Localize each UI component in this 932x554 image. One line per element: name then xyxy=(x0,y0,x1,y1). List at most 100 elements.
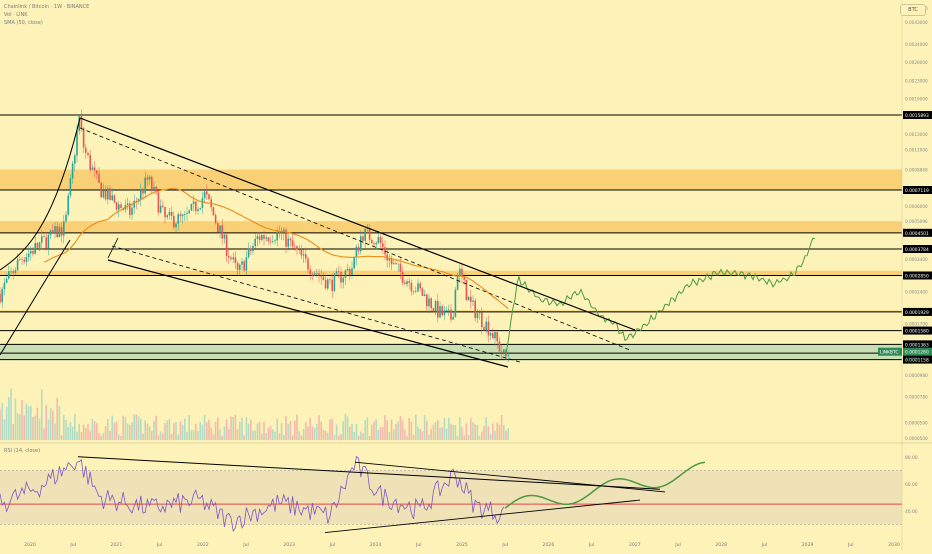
candle-body xyxy=(120,204,122,209)
candle-body xyxy=(327,279,329,289)
price-tag-bg-10 xyxy=(903,186,932,195)
volume-bar xyxy=(478,435,481,440)
candle-body xyxy=(415,291,417,292)
candle-body xyxy=(467,296,470,301)
candle-body xyxy=(342,277,344,283)
trendline-support xyxy=(0,239,71,356)
candle-body xyxy=(472,300,474,302)
volume-bar xyxy=(118,434,120,440)
volume-bar xyxy=(80,431,83,440)
x-tick-label-12: 2026 xyxy=(543,542,555,548)
candle-body xyxy=(52,230,54,233)
x-tick-label-1: Jul xyxy=(69,542,76,548)
candle-body xyxy=(441,306,443,316)
candle-body xyxy=(175,223,177,228)
volume-bar xyxy=(505,430,507,440)
candle-body xyxy=(256,236,259,239)
volume-bar xyxy=(324,430,327,440)
volume-bar xyxy=(278,433,281,440)
candle-body xyxy=(397,263,399,265)
rsi-band xyxy=(0,470,902,525)
candle-body xyxy=(430,298,432,309)
volume-bar xyxy=(78,423,80,440)
candle-body xyxy=(399,263,402,272)
volume-bar xyxy=(223,426,226,440)
candle-body xyxy=(65,214,67,222)
candle-body xyxy=(206,191,208,195)
y-tick-label-7: 0.0013000 xyxy=(905,132,928,137)
candle-body xyxy=(395,263,397,265)
candle-body xyxy=(181,214,184,217)
volume-bar xyxy=(309,417,311,440)
candle-body xyxy=(236,262,239,270)
trendline-short xyxy=(107,237,119,259)
candle-body xyxy=(157,192,160,213)
volume-bar xyxy=(148,426,151,440)
volume-bar xyxy=(406,435,408,440)
volume-bar xyxy=(296,414,298,440)
x-tick-label-0: 2020 xyxy=(24,542,36,548)
volume-bar xyxy=(463,435,465,440)
candle-body xyxy=(250,248,252,252)
candle-body xyxy=(69,178,72,196)
volume-bar xyxy=(507,428,509,440)
x-tick-label-15: Jul xyxy=(674,542,681,548)
currency-badge[interactable]: BTC xyxy=(900,4,926,16)
rsi-tick-label-2: 40.00 xyxy=(905,509,918,515)
y-tick-label-25: 0.0000980 xyxy=(905,373,928,378)
candle-body xyxy=(302,254,305,256)
volume-bar xyxy=(170,433,173,440)
candle-body xyxy=(461,268,463,277)
volume-bar xyxy=(65,419,67,440)
volume-bar xyxy=(52,410,54,440)
volume-bar xyxy=(448,417,450,440)
volume-bar xyxy=(241,417,243,440)
candle-body xyxy=(276,231,278,241)
volume-bar xyxy=(69,422,72,440)
volume-bar xyxy=(410,422,413,440)
volume-bar xyxy=(67,427,69,440)
candle-body xyxy=(129,203,131,215)
volume-bar xyxy=(239,421,241,440)
candle-body xyxy=(67,195,69,215)
volume-bar xyxy=(30,406,32,440)
volume-bar xyxy=(289,420,292,440)
candle-body xyxy=(322,276,325,280)
y-tick-label-26: 0.0000780 xyxy=(905,394,928,399)
candle-body xyxy=(404,282,406,285)
x-tick-label-8: 2024 xyxy=(370,542,382,548)
volume-bar xyxy=(421,431,424,440)
volume-bar xyxy=(175,422,177,440)
candle-body xyxy=(190,203,193,211)
volume-bars xyxy=(0,388,509,440)
volume-bar xyxy=(34,415,36,440)
volume-bar xyxy=(120,435,122,440)
volume-bar xyxy=(364,420,366,440)
volume-bar xyxy=(111,415,113,440)
y-tick-label-27: 0.0000590 xyxy=(905,421,928,426)
volume-bar xyxy=(162,433,164,440)
candle-body xyxy=(12,271,14,273)
candle-body xyxy=(298,249,300,251)
candle-body xyxy=(269,241,272,242)
candle-body xyxy=(85,147,87,153)
candle-body xyxy=(408,281,410,283)
volume-bar xyxy=(353,431,355,440)
candle-body xyxy=(456,276,459,290)
y-tick-label-2: 0.0034000 xyxy=(905,42,928,47)
candle-body xyxy=(135,200,138,202)
candle-body xyxy=(379,237,382,244)
volume-bar xyxy=(393,429,395,440)
candle-body xyxy=(393,263,395,265)
volume-bar xyxy=(47,419,50,440)
volume-bar xyxy=(109,430,111,440)
candle-body xyxy=(364,228,366,241)
y-tick-label-1: 0.0043000 xyxy=(905,20,928,25)
candle-body xyxy=(214,215,217,224)
candle-body xyxy=(280,232,283,234)
candle-body xyxy=(126,203,129,205)
candle-body xyxy=(186,213,188,215)
candle-body xyxy=(104,190,107,200)
